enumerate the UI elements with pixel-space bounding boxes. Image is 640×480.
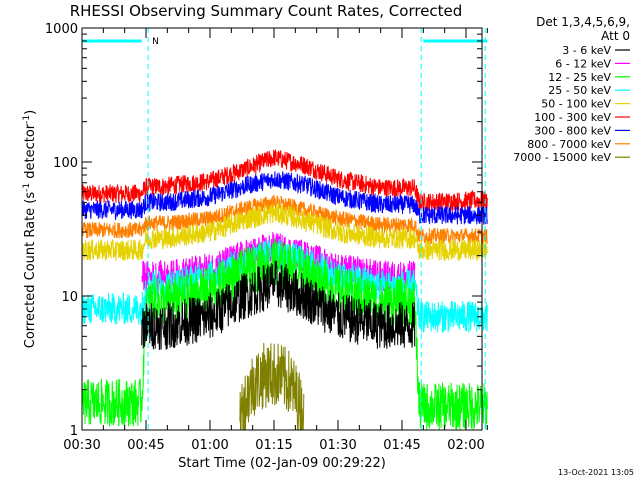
- y-axis: 1 10 100 1000: [45, 22, 482, 439]
- series-line: [141, 260, 416, 350]
- series-layer: [81, 149, 488, 431]
- x-tick-label: 02:00: [447, 438, 484, 453]
- night-marker-label: N: [152, 37, 159, 47]
- x-tick-label: 01:15: [255, 438, 292, 453]
- series-line: [239, 342, 305, 431]
- series-line: [81, 202, 488, 261]
- x-tick-label: 00:30: [63, 438, 100, 453]
- y-axis-label: Corrected Count Rate (s-1 detector-1): [22, 110, 38, 348]
- legend-header-line1: Det 1,3,4,5,6,9,: [536, 15, 630, 29]
- x-axis: 00:30 00:45 01:00 01:15 01:30 01:45 02:00: [63, 28, 488, 453]
- overlay-layer: N: [82, 28, 488, 430]
- legend-label: 100 - 300 keV: [534, 111, 611, 124]
- legend-label: 300 - 800 keV: [534, 124, 611, 137]
- plot-frame: [81, 27, 483, 431]
- footer-date: 13-Oct-2021 13:05: [558, 468, 634, 477]
- x-tick-label: 01:30: [319, 438, 356, 453]
- legend-label: 800 - 7000 keV: [527, 138, 611, 151]
- legend-label: 6 - 12 keV: [555, 57, 611, 70]
- legend-label: 25 - 50 keV: [548, 84, 611, 97]
- legend-label: 3 - 6 keV: [562, 44, 611, 57]
- legend-header-line2: Att 0: [601, 29, 630, 43]
- series-line: [81, 149, 488, 212]
- y-tick-label: 10: [61, 290, 78, 305]
- legend-label: 7000 - 15000 keV: [513, 151, 611, 164]
- x-tick-label: 00:45: [127, 438, 164, 453]
- series-line: [81, 171, 488, 225]
- x-axis-label: Start Time (02-Jan-09 00:29:22): [178, 456, 386, 471]
- y-tick-label: 1000: [45, 22, 78, 37]
- legend-label: 50 - 100 keV: [541, 98, 611, 111]
- x-tick-label: 01:45: [383, 438, 420, 453]
- legend-label: 12 - 25 keV: [548, 71, 611, 84]
- y-tick-label: 1: [70, 424, 78, 439]
- chart-title: RHESSI Observing Summary Count Rates, Co…: [70, 2, 463, 20]
- y-tick-label: 100: [53, 156, 78, 171]
- series-line: [81, 194, 488, 245]
- x-tick-label: 01:00: [191, 438, 228, 453]
